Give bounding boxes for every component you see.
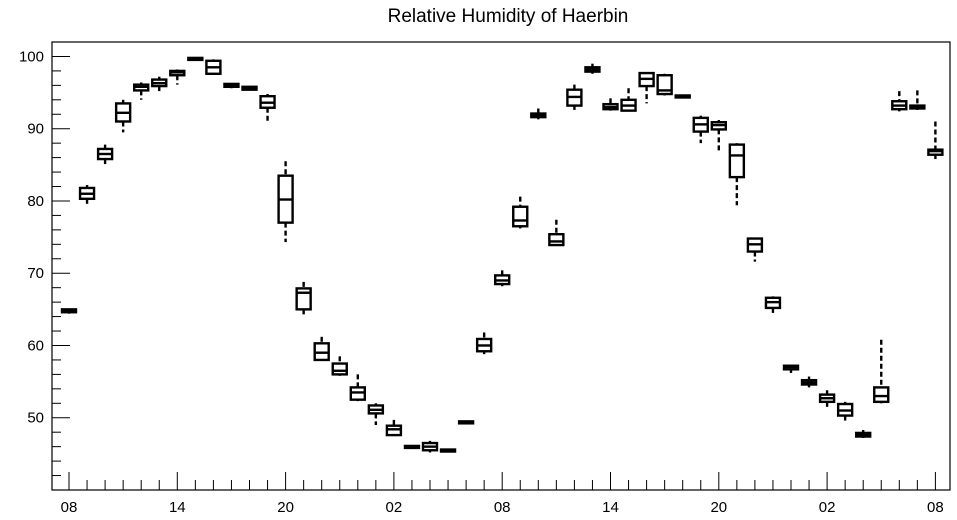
box-42 xyxy=(818,390,836,407)
box-23 xyxy=(475,332,493,355)
x-tick-label: 14 xyxy=(602,499,619,516)
box-9 xyxy=(223,82,240,89)
box-19 xyxy=(403,444,421,450)
box-18 xyxy=(385,419,403,437)
box-21 xyxy=(439,448,457,453)
y-tick-label: 90 xyxy=(27,121,44,138)
box-2 xyxy=(96,144,114,168)
x-tick-label: 14 xyxy=(169,499,186,516)
box-1 xyxy=(78,185,96,207)
box-body xyxy=(873,386,890,404)
box-43 xyxy=(836,401,854,422)
box-46 xyxy=(891,91,908,112)
y-tick-label: 80 xyxy=(27,193,44,210)
x-tick-label: 20 xyxy=(710,499,727,516)
box-31 xyxy=(620,88,637,112)
box-45 xyxy=(873,339,890,404)
x-tick-label: 08 xyxy=(927,499,944,516)
box-33 xyxy=(656,73,673,96)
y-tick-label: 100 xyxy=(19,48,44,65)
box-body xyxy=(331,362,348,376)
box-26 xyxy=(530,108,547,120)
box-12 xyxy=(277,161,294,243)
box-body xyxy=(548,233,565,247)
box-14 xyxy=(313,336,330,362)
box-37 xyxy=(728,143,746,206)
box-17 xyxy=(367,403,385,425)
box-10 xyxy=(241,85,258,91)
box-0 xyxy=(60,308,78,314)
box-30 xyxy=(602,98,619,111)
plot-frame xyxy=(51,41,951,491)
x-axis: 08 14 20 02 08 14 20 02 08 xyxy=(61,472,944,516)
y-tick-label: 60 xyxy=(27,337,44,354)
box-36 xyxy=(710,120,727,152)
box-29 xyxy=(584,63,601,74)
box-15 xyxy=(331,356,348,376)
box-13 xyxy=(295,281,312,318)
x-tick-label: 02 xyxy=(819,499,836,516)
x-tick-label: 08 xyxy=(494,499,511,516)
box-48 xyxy=(927,121,944,160)
box-41 xyxy=(800,376,818,388)
box-24 xyxy=(494,270,511,287)
box-series xyxy=(60,56,944,453)
box-16 xyxy=(349,374,366,402)
box-38 xyxy=(746,237,764,262)
box-39 xyxy=(764,296,782,315)
y-tick-label: 70 xyxy=(27,265,44,282)
box-47 xyxy=(909,90,926,110)
box-25 xyxy=(512,196,529,229)
y-tick-label: 50 xyxy=(27,410,44,427)
box-22 xyxy=(457,420,475,425)
box-body xyxy=(728,143,746,179)
box-6 xyxy=(169,69,186,85)
box-4 xyxy=(132,82,150,100)
box-body xyxy=(512,205,529,228)
box-8 xyxy=(205,59,222,75)
box-32 xyxy=(638,71,655,104)
box-28 xyxy=(566,84,583,110)
box-3 xyxy=(114,99,132,133)
box-7 xyxy=(187,56,204,62)
y-axis: 50 60 70 80 90 100 xyxy=(19,41,70,477)
box-27 xyxy=(548,219,565,247)
x-tick-label: 02 xyxy=(386,499,403,516)
box-40 xyxy=(782,364,800,373)
chart-title: Relative Humidity of Haerbin xyxy=(388,6,629,27)
box-11 xyxy=(259,94,276,124)
box-34 xyxy=(674,94,691,99)
box-35 xyxy=(692,115,709,144)
box-44 xyxy=(855,430,872,438)
x-tick-label: 20 xyxy=(277,499,294,516)
box-5 xyxy=(151,76,168,92)
x-tick-label: 08 xyxy=(61,499,78,516)
box-20 xyxy=(421,440,439,453)
